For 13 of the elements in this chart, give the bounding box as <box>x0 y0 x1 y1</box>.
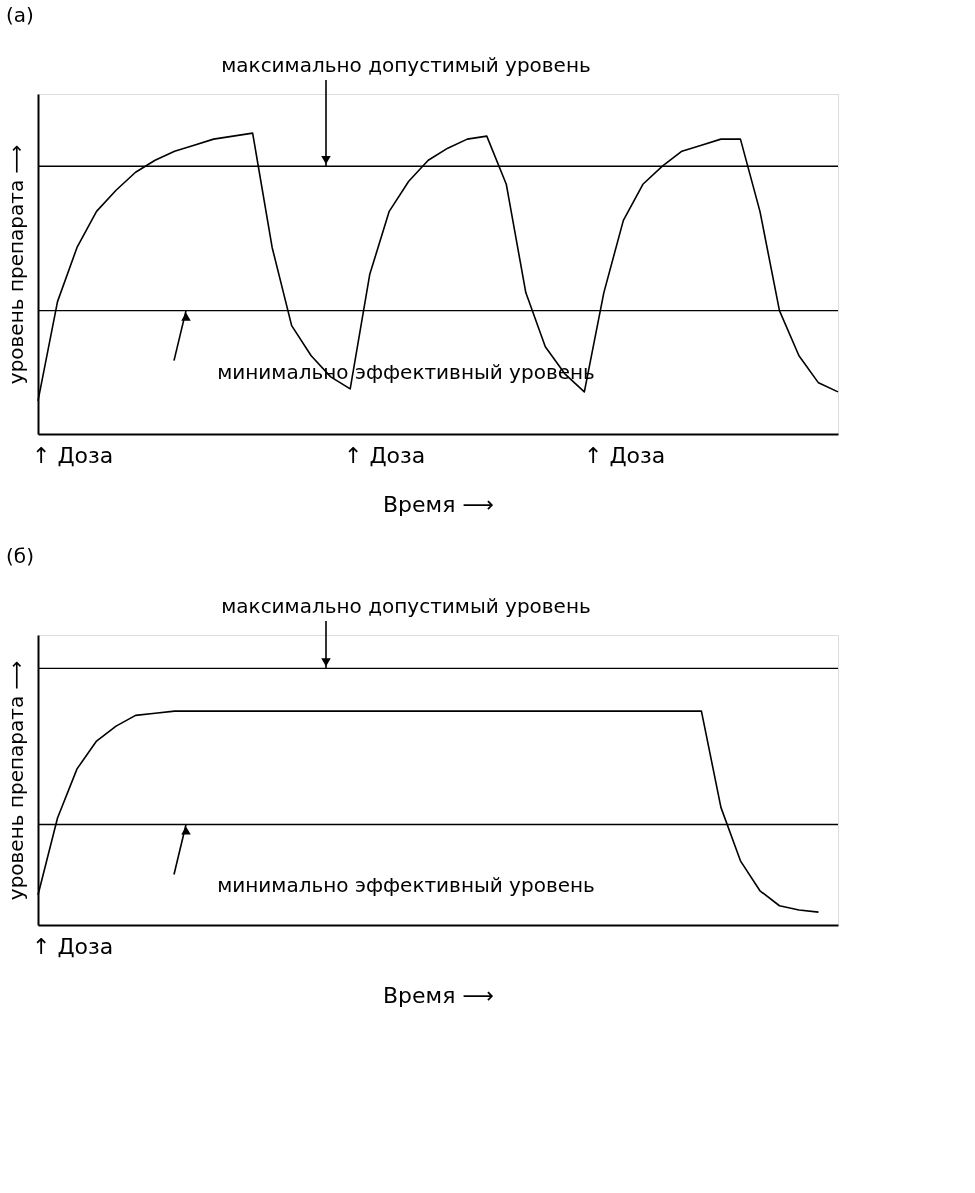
text: ↑ Доза <box>584 443 666 468</box>
ref-line-label: максимально допустимый уровень <box>221 594 591 618</box>
chart-title: (а) <box>6 3 34 27</box>
y-axis-title: уровень препарата ⟶ <box>3 144 28 385</box>
ref-line-label: максимально допустимый уровень <box>221 53 591 77</box>
chart-title: (б) <box>6 544 34 568</box>
text: ↑ Доза <box>32 934 114 959</box>
text: ↑ Доза <box>344 443 426 468</box>
x-axis-title: Время ⟶ <box>383 982 494 1008</box>
x-axis-title: Время ⟶ <box>383 491 494 517</box>
y-axis-title: уровень препарата ⟶ <box>3 660 28 901</box>
ref-line-label: минимально эффективный уровень <box>217 873 595 898</box>
text: ↑ Доза <box>32 443 114 468</box>
